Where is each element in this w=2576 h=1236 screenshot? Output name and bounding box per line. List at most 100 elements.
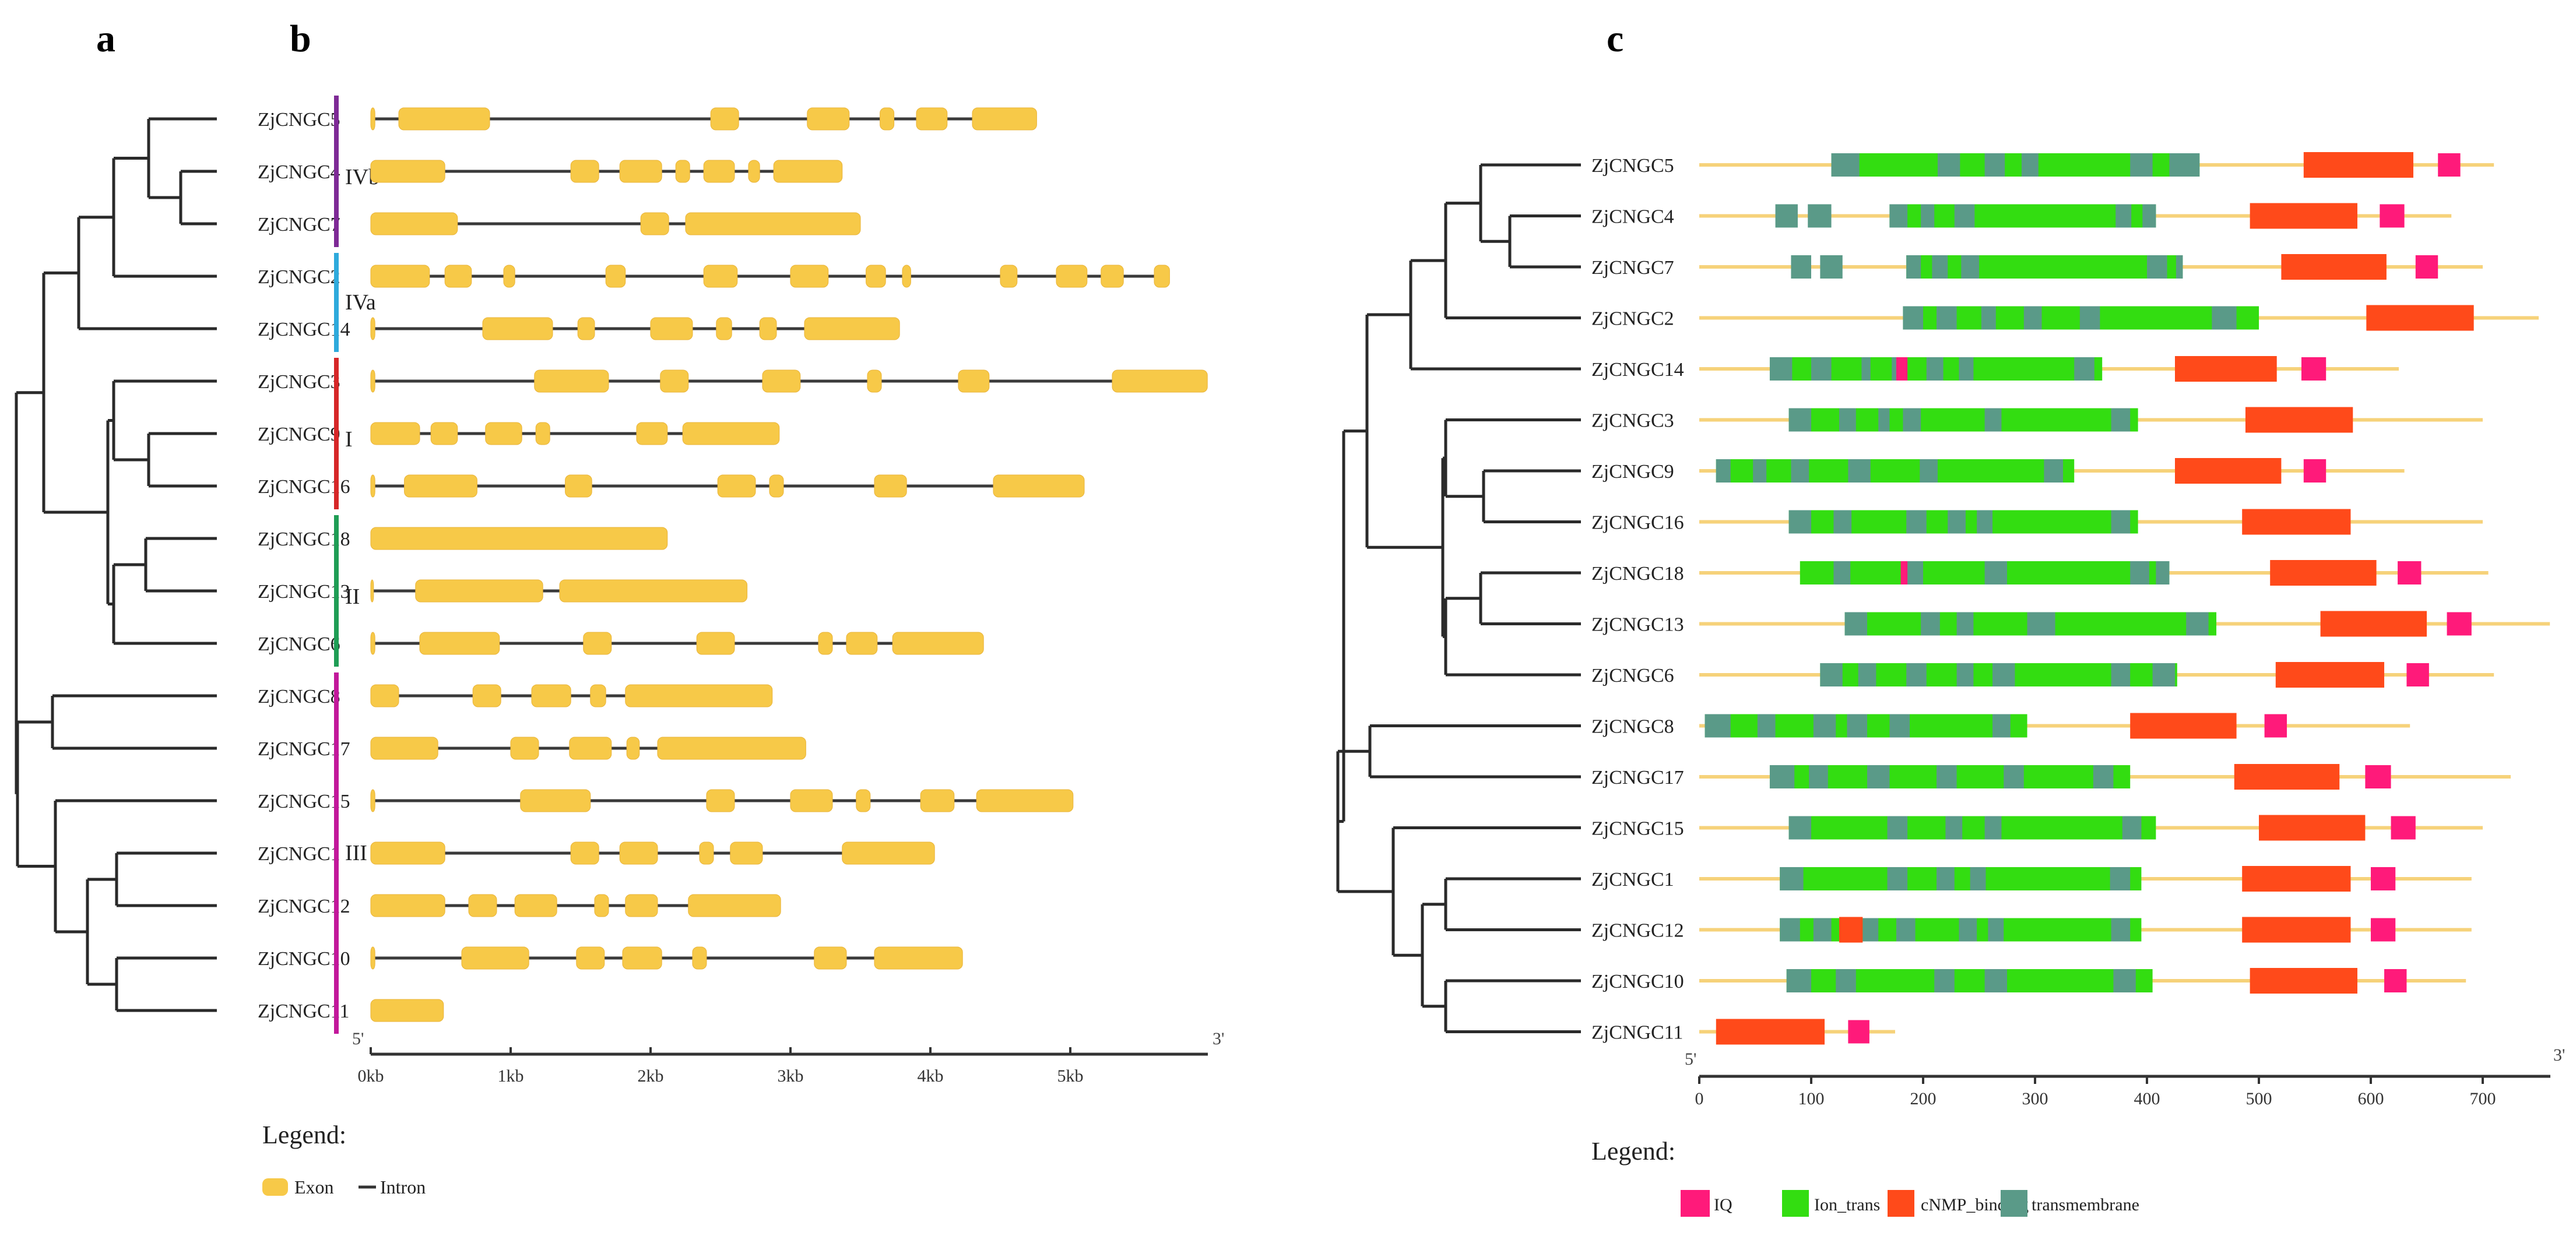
iq-motif	[2447, 612, 2472, 636]
exon-box	[370, 107, 375, 131]
exon-box	[685, 212, 861, 235]
exon-box	[625, 684, 773, 707]
transmembrane-segment	[2111, 510, 2131, 534]
exon-box	[370, 474, 375, 498]
exon-box	[404, 474, 477, 498]
transmembrane-segment	[2023, 306, 2042, 330]
gene-label-b: ZjCNGC4	[258, 161, 340, 183]
exon-box	[706, 789, 735, 812]
exon-box	[880, 107, 895, 131]
gene-structure-row	[370, 789, 1074, 812]
transmembrane-segment	[2111, 663, 2131, 686]
domain-row	[1699, 305, 2539, 331]
transmembrane-segment	[1937, 867, 1955, 890]
ion-trans-domain	[1716, 459, 2075, 483]
exon-box	[640, 212, 669, 235]
axis-b-ticks: 0kb 1kb 2kb 3kb 4kb 5kb	[358, 1047, 1084, 1086]
exon-box	[703, 265, 738, 288]
domain-row	[1699, 458, 2405, 484]
transmembrane-segment	[1961, 255, 1979, 279]
gene-labels-c: ZjCNGC5 ZjCNGC4 ZjCNGC7 ZjCNGC2 ZjCNGC14 ZjCN…	[1591, 155, 1684, 1044]
iq-motif	[2365, 765, 2391, 788]
transmembrane-segment	[2044, 459, 2063, 483]
transmembrane-segment	[1813, 918, 1832, 942]
exon-box	[370, 737, 438, 760]
cnmp-binding-domain	[2259, 815, 2366, 841]
cnmp-binding-domain	[2242, 866, 2351, 892]
axis-c-tick-label: 500	[2246, 1089, 2272, 1108]
exon-box	[534, 369, 609, 393]
axis-c-tick-label: 300	[2022, 1089, 2048, 1108]
exon-box	[370, 579, 374, 603]
ion-trans-domain	[1906, 255, 2183, 279]
exon-box	[976, 789, 1074, 812]
transmembrane-segment	[1992, 663, 2015, 686]
transmembrane-segment	[1981, 306, 1996, 330]
exon-box	[807, 107, 850, 131]
legend-b-intron-label: Intron	[380, 1177, 426, 1198]
exon-box	[660, 369, 689, 393]
cnmp-binding-domain	[2320, 611, 2427, 637]
transmembrane-segment	[1906, 663, 1927, 686]
domain-row	[1699, 203, 2452, 229]
exon-box	[682, 422, 780, 445]
exon-box	[692, 946, 707, 970]
iq-motif	[2415, 255, 2438, 279]
transmembrane-segment	[1780, 867, 1804, 890]
gene-label-c: ZjCNGC6	[1591, 665, 1674, 686]
exon-box	[773, 160, 843, 183]
exon-box	[902, 265, 911, 288]
iq-motif	[2438, 153, 2461, 177]
transmembrane-segment	[1903, 408, 1921, 432]
gene-label-b: ZjCNGC8	[258, 686, 340, 707]
exon-box	[461, 946, 529, 970]
iq-motif	[2380, 204, 2405, 228]
iq-motif	[2371, 918, 2396, 942]
group-label-iii: III	[345, 841, 367, 865]
gene-label-c: ZjCNGC9	[1591, 461, 1674, 483]
exon-box	[482, 317, 553, 340]
transmembrane-segment	[1705, 714, 1731, 738]
domain-row	[1699, 407, 2483, 433]
exon-box	[818, 632, 833, 655]
exon-box	[1154, 265, 1170, 288]
transmembrane-segment	[1716, 459, 1731, 483]
cnmp-binding-domain	[2366, 305, 2474, 331]
transmembrane-segment	[1954, 204, 1975, 228]
gene-label-c: ZjCNGC5	[1591, 155, 1674, 177]
panel-label-b: b	[290, 17, 311, 60]
domain-axis: 5' 3' 0 100 200 300 400 500 600 700	[1685, 1045, 2565, 1108]
exon-box	[703, 160, 735, 183]
exon-box	[993, 474, 1085, 498]
exon-box	[370, 894, 445, 917]
exon-box	[916, 107, 948, 131]
transmembrane-segment	[1775, 204, 1798, 228]
exon-box	[717, 474, 756, 498]
gene-structure-row	[370, 160, 843, 183]
transmembrane-segment	[1970, 867, 1986, 890]
exon-box	[535, 422, 550, 445]
transmembrane-segment	[1988, 918, 2004, 942]
transmembrane-segment	[2142, 204, 2156, 228]
transmembrane-segment	[1932, 255, 1948, 279]
transmembrane-segment	[1844, 612, 1867, 636]
gene-label-b: ZjCNGC1	[258, 843, 340, 865]
transmembrane-segment	[1887, 867, 1908, 890]
exon-box	[444, 265, 472, 288]
exon-box	[514, 894, 557, 917]
exon-box	[569, 737, 612, 760]
transmembrane-segment	[2176, 255, 2183, 279]
transmembrane-segment	[1808, 204, 1832, 228]
group-label-i: I	[345, 427, 353, 452]
gene-label-c: ZjCNGC8	[1591, 716, 1674, 738]
exon-box	[874, 946, 963, 970]
exon-box	[370, 369, 375, 393]
exon-box	[370, 841, 445, 865]
axis-c-tick-label: 100	[1798, 1089, 1825, 1108]
ion-trans-domain	[1788, 816, 2156, 840]
exon-box	[570, 841, 599, 865]
exon-box	[716, 317, 732, 340]
exon-box	[370, 632, 375, 655]
axis-c-tick-label: 600	[2358, 1089, 2384, 1108]
cnmp-binding-domain	[2245, 407, 2353, 433]
